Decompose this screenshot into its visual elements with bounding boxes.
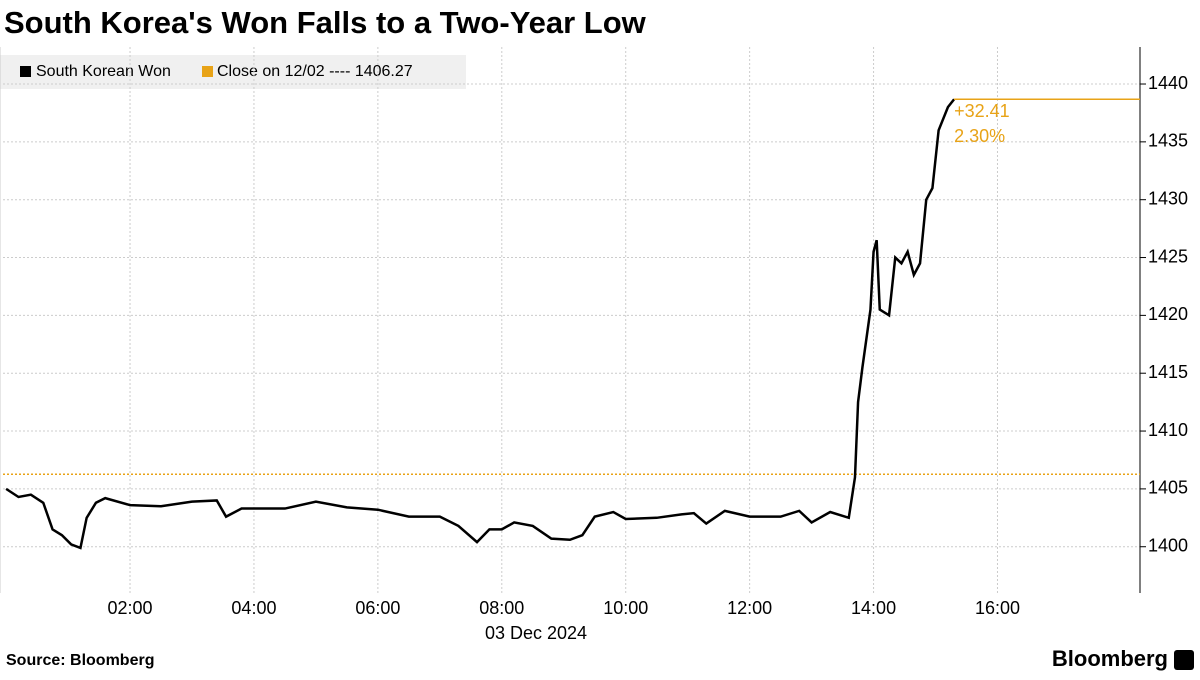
x-tick-label: 08:00 — [479, 598, 524, 618]
y-tick-label: 1430 — [1148, 188, 1188, 208]
y-tick-label: 1410 — [1148, 420, 1188, 440]
y-tick-label: 1435 — [1148, 131, 1188, 151]
y-tick-label: 1400 — [1148, 535, 1188, 555]
y-tick-label: 1440 — [1148, 73, 1188, 93]
brand: Bloomberg — [1052, 646, 1168, 671]
x-tick-label: 10:00 — [603, 598, 648, 618]
legend-swatch — [202, 66, 213, 77]
x-tick-label: 12:00 — [727, 598, 772, 618]
line — [5, 98, 956, 550]
x-axis-label: 03 Dec 2024 — [485, 623, 587, 643]
brand-icon — [1174, 650, 1194, 670]
change-label: +32.41 — [954, 101, 1010, 121]
x-tick-label: 16:00 — [975, 598, 1020, 618]
x-tick-label: 06:00 — [355, 598, 400, 618]
change-pct-label: 2.30% — [954, 126, 1005, 146]
chart-title: South Korea's Won Falls to a Two-Year Lo… — [4, 5, 647, 40]
source: Source: Bloomberg — [6, 652, 154, 669]
x-tick-label: 02:00 — [107, 598, 152, 618]
y-tick-label: 1425 — [1148, 246, 1188, 266]
y-tick-label: 1415 — [1148, 362, 1188, 382]
legend-swatch — [20, 66, 31, 77]
x-tick-label: 04:00 — [231, 598, 276, 618]
legend-label: South Korean Won — [36, 63, 171, 80]
legend-label: Close on 12/02 ---- 1406.27 — [217, 63, 413, 80]
y-tick-label: 1405 — [1148, 478, 1188, 498]
x-tick-label: 14:00 — [851, 598, 896, 618]
y-tick-label: 1420 — [1148, 304, 1188, 324]
legend-box — [0, 55, 466, 89]
